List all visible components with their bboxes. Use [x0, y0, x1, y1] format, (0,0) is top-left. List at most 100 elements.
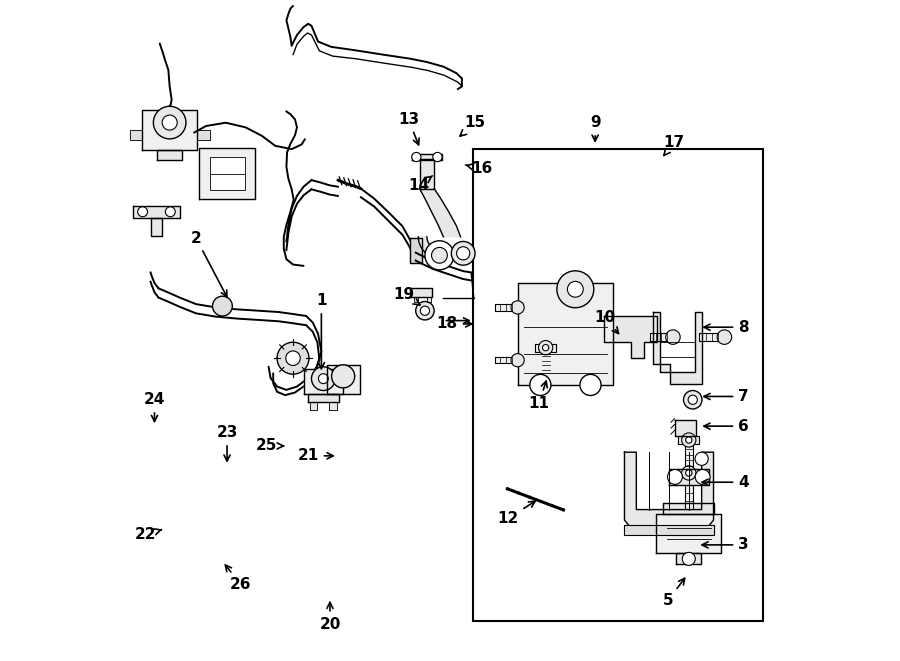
Polygon shape [428, 297, 431, 302]
Circle shape [166, 207, 176, 217]
Text: 4: 4 [702, 475, 749, 490]
Circle shape [682, 553, 696, 565]
Polygon shape [414, 297, 418, 302]
Circle shape [666, 330, 680, 344]
Polygon shape [663, 502, 715, 514]
Polygon shape [518, 283, 613, 385]
Polygon shape [419, 159, 434, 188]
Polygon shape [679, 436, 699, 444]
Bar [699, 333, 725, 340]
Polygon shape [130, 130, 142, 140]
Circle shape [319, 373, 328, 383]
Polygon shape [418, 237, 439, 258]
Polygon shape [303, 369, 343, 395]
Circle shape [695, 469, 710, 485]
Circle shape [138, 207, 148, 217]
Text: 19: 19 [393, 287, 420, 305]
Text: 10: 10 [594, 310, 618, 334]
Polygon shape [656, 514, 722, 553]
Circle shape [451, 241, 475, 265]
Circle shape [277, 342, 309, 374]
Circle shape [695, 452, 708, 465]
Polygon shape [158, 150, 182, 160]
Polygon shape [412, 154, 442, 161]
Text: 14: 14 [409, 176, 432, 193]
Polygon shape [652, 313, 702, 384]
Circle shape [511, 354, 524, 367]
Circle shape [686, 470, 692, 476]
Circle shape [311, 367, 335, 391]
Circle shape [153, 106, 186, 139]
Text: 16: 16 [465, 161, 492, 176]
Circle shape [686, 437, 692, 443]
Polygon shape [310, 403, 318, 410]
Bar [494, 304, 518, 311]
Circle shape [668, 469, 682, 485]
Polygon shape [604, 316, 657, 358]
Circle shape [511, 301, 524, 314]
Bar [650, 333, 673, 340]
Text: 18: 18 [436, 317, 472, 331]
Circle shape [431, 247, 447, 263]
Circle shape [681, 433, 696, 447]
Polygon shape [142, 110, 197, 150]
Circle shape [433, 153, 442, 162]
Text: 12: 12 [498, 501, 536, 526]
Bar [685, 444, 693, 466]
Bar [494, 357, 518, 364]
Bar [473, 149, 763, 621]
Text: 6: 6 [704, 418, 749, 434]
Polygon shape [419, 188, 461, 237]
Polygon shape [625, 452, 714, 528]
Text: 26: 26 [225, 565, 252, 592]
Circle shape [557, 271, 594, 308]
Polygon shape [410, 288, 432, 297]
Circle shape [543, 344, 549, 351]
Bar [685, 477, 693, 508]
Polygon shape [200, 149, 255, 198]
Circle shape [688, 395, 698, 405]
Circle shape [681, 466, 696, 480]
Bar [625, 525, 714, 535]
Polygon shape [439, 248, 473, 258]
Polygon shape [536, 344, 556, 352]
Circle shape [420, 306, 429, 315]
Circle shape [425, 241, 454, 270]
Text: 5: 5 [662, 578, 685, 608]
Circle shape [286, 351, 301, 366]
Bar [542, 352, 550, 370]
Polygon shape [329, 403, 338, 410]
Text: 25: 25 [256, 438, 284, 453]
Polygon shape [679, 469, 699, 477]
Polygon shape [676, 553, 701, 564]
Polygon shape [308, 395, 339, 403]
Polygon shape [132, 206, 180, 217]
Text: 13: 13 [398, 112, 419, 145]
Text: 17: 17 [663, 135, 685, 155]
Text: 3: 3 [702, 537, 749, 553]
Circle shape [530, 374, 551, 395]
Text: 2: 2 [191, 231, 227, 297]
Polygon shape [197, 130, 210, 140]
Circle shape [683, 391, 702, 409]
Polygon shape [669, 469, 708, 485]
Circle shape [538, 340, 553, 355]
Circle shape [162, 115, 177, 130]
Circle shape [411, 153, 421, 162]
Circle shape [456, 247, 470, 260]
Text: 24: 24 [144, 392, 166, 422]
Polygon shape [410, 238, 422, 263]
Text: 15: 15 [460, 115, 486, 136]
Circle shape [717, 330, 732, 344]
Circle shape [331, 365, 355, 388]
Text: 22: 22 [134, 527, 162, 543]
Text: 8: 8 [704, 320, 749, 334]
Bar [210, 157, 245, 190]
Text: 20: 20 [320, 602, 340, 631]
Text: 9: 9 [590, 115, 600, 141]
Text: 23: 23 [216, 425, 238, 461]
Circle shape [567, 282, 583, 297]
Text: 21: 21 [298, 448, 333, 463]
Text: 1: 1 [316, 293, 327, 369]
Text: 11: 11 [528, 381, 550, 410]
